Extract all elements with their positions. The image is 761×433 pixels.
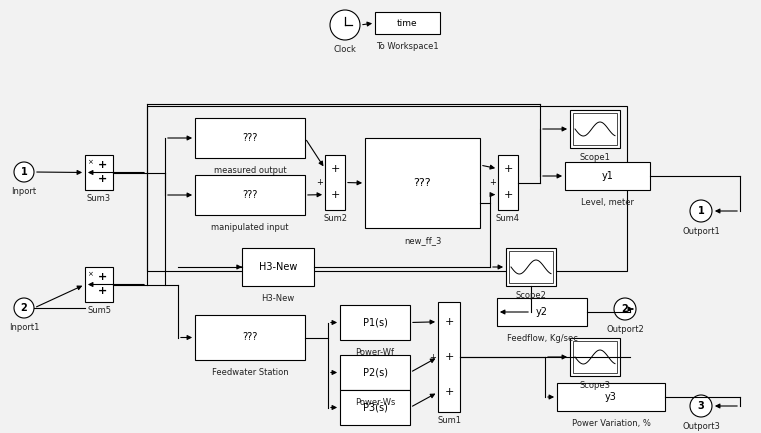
Text: +: +	[330, 164, 339, 174]
Text: +: +	[97, 272, 107, 282]
Text: Scope2: Scope2	[515, 291, 546, 300]
Text: ×: ×	[87, 159, 93, 165]
Bar	[147, 106, 627, 271]
Circle shape	[690, 395, 712, 417]
Bar	[195, 315, 305, 360]
Bar	[573, 113, 617, 145]
Text: +: +	[330, 190, 339, 200]
Text: Feedflow, Kg/sec: Feedflow, Kg/sec	[507, 334, 578, 343]
Circle shape	[14, 162, 34, 182]
Circle shape	[614, 298, 636, 320]
Text: ???: ???	[242, 133, 258, 143]
Text: +: +	[97, 161, 107, 171]
Text: 2: 2	[622, 304, 629, 314]
Text: +: +	[97, 286, 107, 296]
Text: y1: y1	[601, 171, 613, 181]
Bar	[438, 302, 460, 412]
Text: +: +	[503, 164, 513, 174]
Text: 1: 1	[698, 206, 705, 216]
Text: Sum2: Sum2	[323, 214, 347, 223]
Text: Outport1: Outport1	[682, 227, 720, 236]
Bar	[365, 138, 480, 228]
Text: Inport1: Inport1	[9, 323, 39, 332]
Text: Scope3: Scope3	[579, 381, 610, 390]
Bar	[509, 251, 553, 283]
Bar	[498, 155, 518, 210]
Text: P1(s): P1(s)	[362, 317, 387, 327]
Text: Feedwater Station: Feedwater Station	[212, 368, 288, 377]
Text: Sum3: Sum3	[87, 194, 111, 203]
Bar	[85, 267, 113, 302]
Bar	[375, 12, 440, 34]
Text: Sum5: Sum5	[87, 306, 111, 315]
Text: y2: y2	[536, 307, 548, 317]
Text: measured output: measured output	[214, 166, 286, 175]
Text: +: +	[444, 317, 454, 327]
Text: Power-Wf: Power-Wf	[355, 348, 394, 357]
Text: +: +	[444, 387, 454, 397]
Text: +: +	[489, 178, 496, 187]
Text: Clock: Clock	[333, 45, 356, 54]
Text: +: +	[97, 174, 107, 184]
Text: H3-New: H3-New	[259, 262, 298, 272]
Circle shape	[14, 298, 34, 318]
Bar	[242, 248, 314, 286]
Text: P3(s): P3(s)	[362, 403, 387, 413]
Text: manipulated input: manipulated input	[212, 223, 288, 232]
Bar	[573, 341, 617, 373]
Text: Outport3: Outport3	[682, 422, 720, 431]
Bar	[85, 155, 113, 190]
Bar	[497, 298, 587, 326]
Text: new_ff_3: new_ff_3	[404, 236, 441, 245]
Text: +: +	[429, 352, 437, 362]
Text: +: +	[503, 190, 513, 200]
Bar	[570, 110, 620, 148]
Text: time: time	[397, 19, 418, 28]
Text: +: +	[444, 352, 454, 362]
Bar	[506, 248, 556, 286]
Bar	[565, 162, 650, 190]
Text: Power Variation, %: Power Variation, %	[572, 419, 651, 428]
Text: Scope1: Scope1	[580, 153, 610, 162]
Text: Outport2: Outport2	[606, 325, 644, 334]
Text: ???: ???	[242, 190, 258, 200]
Bar	[340, 390, 410, 425]
Text: 3: 3	[698, 401, 705, 411]
Text: Sum4: Sum4	[496, 214, 520, 223]
Text: P2(s): P2(s)	[362, 368, 387, 378]
Text: Sum1: Sum1	[437, 416, 461, 425]
Bar	[340, 305, 410, 340]
Bar	[195, 175, 305, 215]
Text: 1: 1	[21, 167, 27, 177]
Bar	[340, 355, 410, 390]
Text: ???: ???	[414, 178, 431, 188]
Text: +: +	[317, 178, 323, 187]
Text: ???: ???	[242, 333, 258, 343]
Circle shape	[690, 200, 712, 222]
Text: Inport: Inport	[11, 187, 37, 196]
Text: 2: 2	[21, 303, 27, 313]
Bar	[195, 118, 305, 158]
Bar	[557, 383, 665, 411]
Bar	[570, 338, 620, 376]
Text: ×: ×	[87, 271, 93, 277]
Text: Level, meter: Level, meter	[581, 198, 634, 207]
Bar	[325, 155, 345, 210]
Circle shape	[330, 10, 360, 40]
Text: Power-Ws: Power-Ws	[355, 398, 395, 407]
Text: To Workspace1: To Workspace1	[376, 42, 439, 51]
Text: y3: y3	[605, 392, 617, 402]
Text: H3-New: H3-New	[261, 294, 295, 303]
